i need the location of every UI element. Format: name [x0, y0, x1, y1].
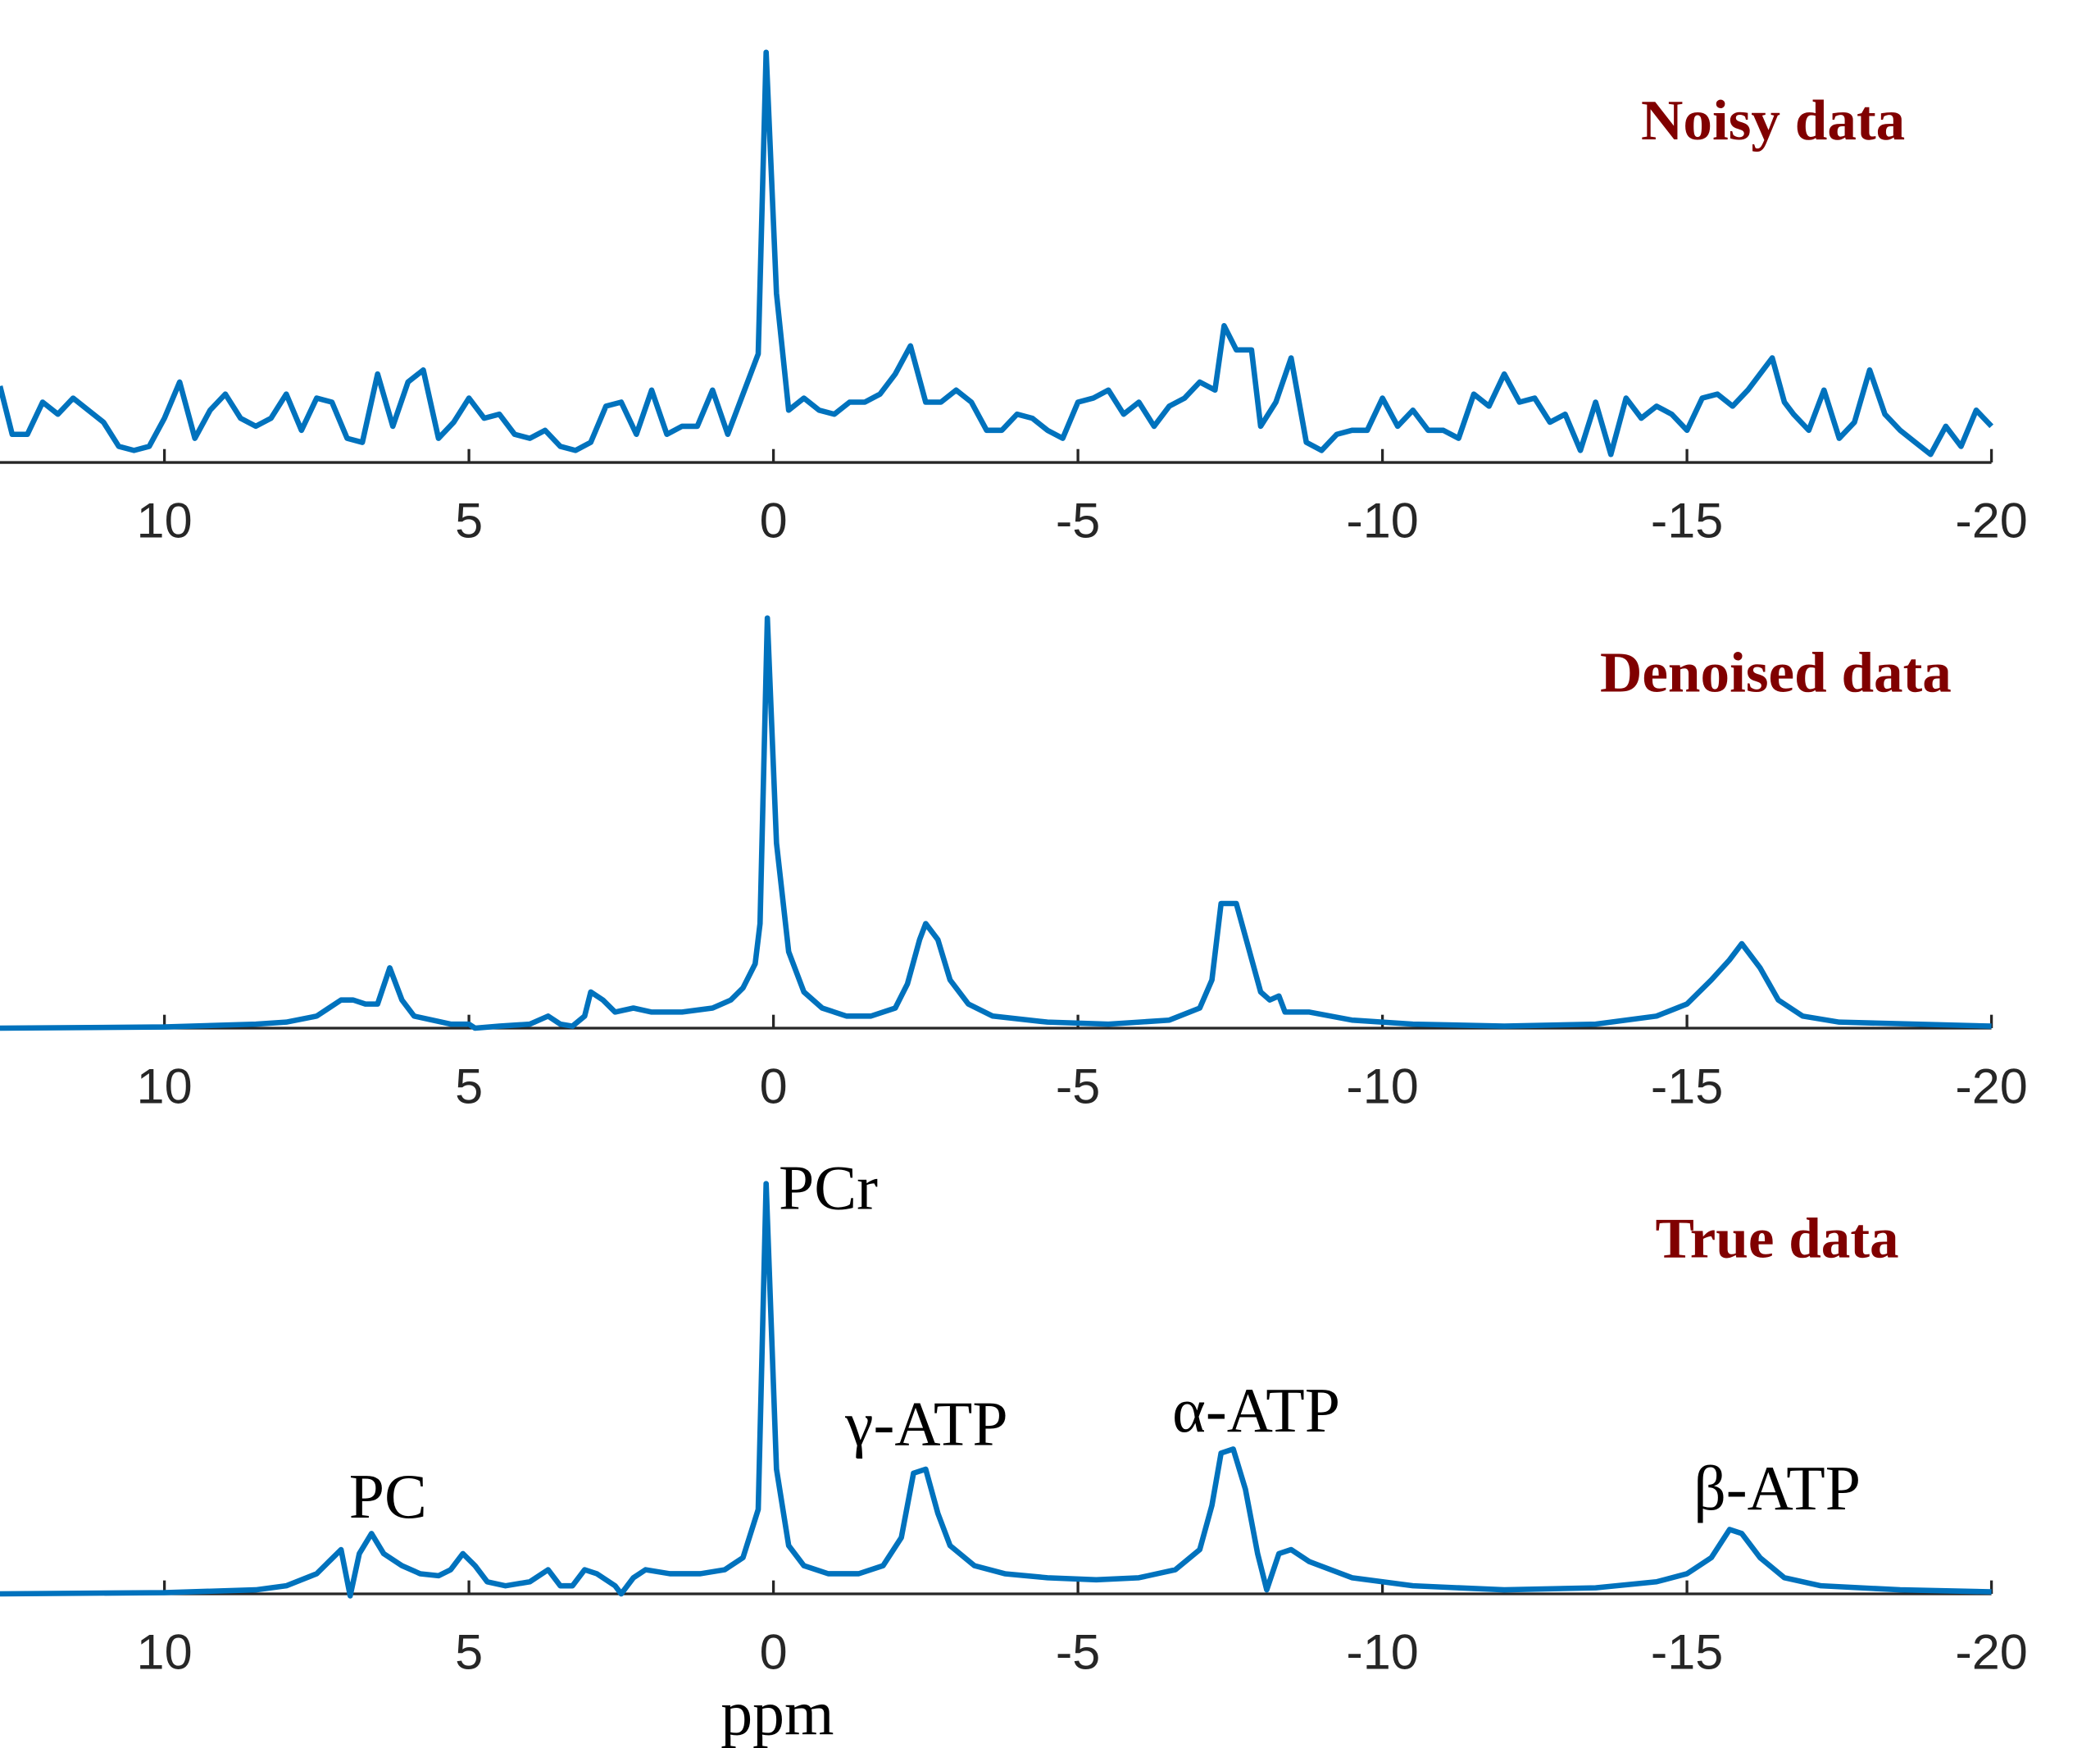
x-tick-label: -5 — [1056, 1058, 1100, 1114]
spectrum-line — [0, 1181, 1992, 1599]
x-tick-label: -10 — [1346, 493, 1419, 549]
x-tick-label: 10 — [137, 1624, 193, 1680]
annotation: β-ATP — [1693, 1453, 1861, 1523]
x-tick-label: 10 — [137, 493, 193, 549]
x-tick-label: -15 — [1651, 1624, 1724, 1680]
x-tick-label: 5 — [455, 493, 483, 549]
x-tick-label: -10 — [1346, 1058, 1419, 1114]
x-tick-label: -10 — [1346, 1624, 1419, 1680]
x-tick-label: -20 — [1955, 1058, 2028, 1114]
annotation: PCr — [779, 1153, 878, 1222]
spectrum-line — [0, 49, 1994, 457]
x-tick-label: 5 — [455, 1058, 483, 1114]
chart-title: True data — [1656, 1207, 1899, 1271]
spectrum-line — [0, 615, 1992, 1031]
x-tick-label: 10 — [137, 1058, 193, 1114]
x-tick-label: -20 — [1955, 1624, 2028, 1680]
x-tick-label: -5 — [1056, 1624, 1100, 1680]
x-tick-label: 0 — [760, 493, 788, 549]
x-tick-label: 0 — [760, 1058, 788, 1114]
x-tick-label: -15 — [1651, 1058, 1724, 1114]
annotation: α-ATP — [1172, 1376, 1340, 1445]
annotation: PC — [349, 1461, 427, 1531]
x-axis-label: ppm — [720, 1678, 834, 1748]
x-tick-label: -5 — [1056, 493, 1100, 549]
x-tick-label: -20 — [1955, 493, 2028, 549]
chart-title: Denoised data — [1600, 641, 1952, 705]
x-tick-label: -15 — [1651, 493, 1724, 549]
x-tick-label: 0 — [760, 1624, 788, 1680]
chart-title: Noisy data — [1641, 89, 1905, 152]
x-tick-label: 5 — [455, 1624, 483, 1680]
annotation: γ-ATP — [844, 1389, 1008, 1459]
